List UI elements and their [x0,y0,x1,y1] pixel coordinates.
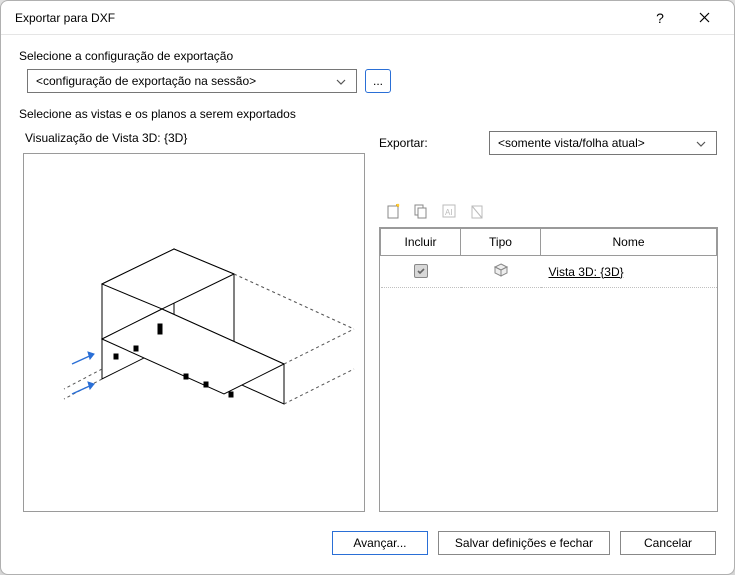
export-scope-dropdown[interactable]: <somente vista/folha atual> [489,131,717,155]
new-set-icon[interactable] [383,201,403,221]
preview-frame [23,153,365,512]
dialog-footer: Avançar... Salvar definições e fechar Ca… [1,526,734,574]
col-include[interactable]: Incluir [381,229,461,256]
col-name[interactable]: Nome [541,229,717,256]
view-type-3d-icon [493,267,509,281]
config-section-label: Selecione a configuração de exportação [19,49,718,63]
duplicate-icon[interactable] [411,201,431,221]
views-table: Incluir Tipo Nome [379,227,718,512]
rename-icon[interactable]: AI [439,201,459,221]
export-config-dropdown[interactable]: <configuração de exportação na sessão> [27,69,357,93]
table-toolbar: AI [383,201,718,221]
titlebar: Exportar para DXF ? [1,1,734,35]
cancel-button[interactable]: Cancelar [620,531,716,555]
chevron-down-icon [332,74,350,88]
export-config-selected: <configuração de exportação na sessão> [36,74,332,88]
views-section-label: Selecione as vistas e os planos a serem … [19,107,718,121]
col-type[interactable]: Tipo [461,229,541,256]
include-checkbox[interactable] [414,264,428,278]
window-title: Exportar para DXF [15,11,638,25]
close-button[interactable] [682,3,726,33]
help-button[interactable]: ? [638,3,682,33]
config-more-label: ... [373,74,383,88]
table-row[interactable]: Vista 3D: {3D} [381,256,717,288]
preview-label: Visualização de Vista 3D: {3D} [25,131,365,145]
config-more-button[interactable]: ... [365,69,391,93]
delete-icon[interactable] [467,201,487,221]
chevron-down-icon [692,136,710,150]
preview-3d-icon [24,154,364,512]
export-dxf-dialog: Exportar para DXF ? Selecione a configur… [0,0,735,575]
row-name[interactable]: Vista 3D: {3D} [549,265,624,279]
save-and-close-button[interactable]: Salvar definições e fechar [438,531,610,555]
export-scope-selected: <somente vista/folha atual> [498,136,692,150]
export-label: Exportar: [379,136,469,150]
svg-text:AI: AI [445,208,453,217]
next-button[interactable]: Avançar... [332,531,428,555]
